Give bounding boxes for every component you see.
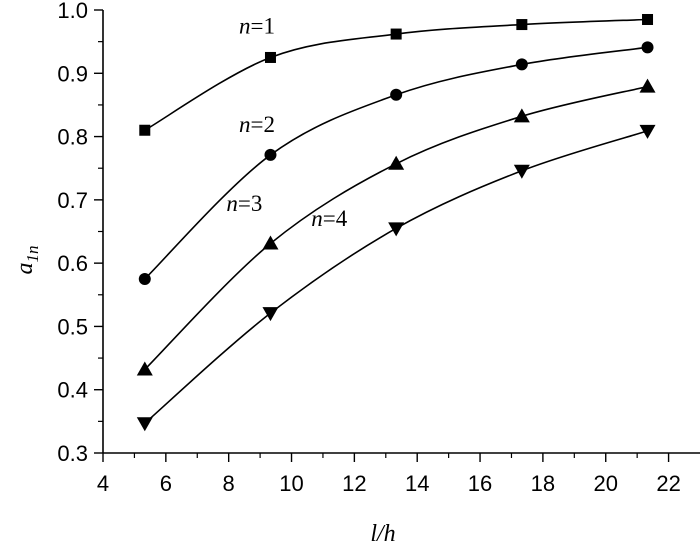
triangle-up-marker (513, 108, 530, 123)
series-label-n=2: n=2 (239, 112, 275, 137)
x-axis-title: l/h (370, 521, 395, 546)
series-labels: n=1 n=2 n=3 n=4 (226, 13, 347, 230)
triangle-up-marker (388, 155, 405, 170)
x-tick-label: 16 (468, 471, 492, 496)
axes (102, 10, 700, 454)
circle-marker (515, 58, 528, 71)
x-tick-label: 4 (97, 471, 109, 496)
y-tick-label: 0.4 (57, 378, 88, 403)
triangle-down-marker (262, 307, 279, 322)
triangle-up-marker (262, 235, 279, 250)
circle-marker (641, 41, 654, 54)
triangle-down-marker (513, 164, 530, 179)
y-tick-label: 0.9 (57, 61, 88, 86)
y-tick-label: 1.0 (57, 0, 88, 23)
triangle-down-marker (388, 222, 405, 237)
series-markers (136, 13, 656, 432)
square-marker (516, 19, 528, 31)
series-line-n=4 (144, 130, 648, 424)
circle-marker (390, 88, 403, 101)
x-tick-label: 14 (405, 471, 429, 496)
square-marker (139, 124, 151, 136)
square-marker (642, 13, 654, 25)
x-tick-label: 18 (531, 471, 555, 496)
square-marker (264, 51, 276, 63)
triangle-down-marker (639, 124, 656, 139)
triangle-up-marker (136, 361, 153, 376)
y-tick-label: 0.7 (57, 188, 88, 213)
series-label-n=4: n=4 (311, 206, 347, 231)
x-tick-label: 8 (223, 471, 235, 496)
x-tick-label: 6 (160, 471, 172, 496)
x-tick-label: 20 (593, 471, 617, 496)
x-tick-label: 12 (342, 471, 366, 496)
ticks: 4 6 8 10 12 14 16 18 20 22 0.3 0.4 0.5 0.6 0.7 0.8 0.9 1.… (57, 0, 680, 496)
square-marker (390, 28, 402, 40)
series-curves (144, 18, 648, 424)
circle-marker (264, 148, 277, 161)
y-tick-label: 0.5 (57, 314, 88, 339)
triangle-down-marker (136, 417, 153, 432)
circle-marker (138, 272, 151, 285)
y-axis-title: a1n (12, 246, 42, 275)
series-label-n=1: n=1 (239, 13, 275, 38)
x-tick-label: 22 (656, 471, 680, 496)
y-tick-label: 0.6 (57, 251, 88, 276)
x-tick-label: 10 (279, 471, 303, 496)
series-label-n=3: n=3 (226, 191, 262, 216)
triangle-up-marker (639, 78, 656, 93)
y-tick-label: 0.8 (57, 125, 88, 150)
y-tick-label: 0.3 (57, 441, 88, 466)
